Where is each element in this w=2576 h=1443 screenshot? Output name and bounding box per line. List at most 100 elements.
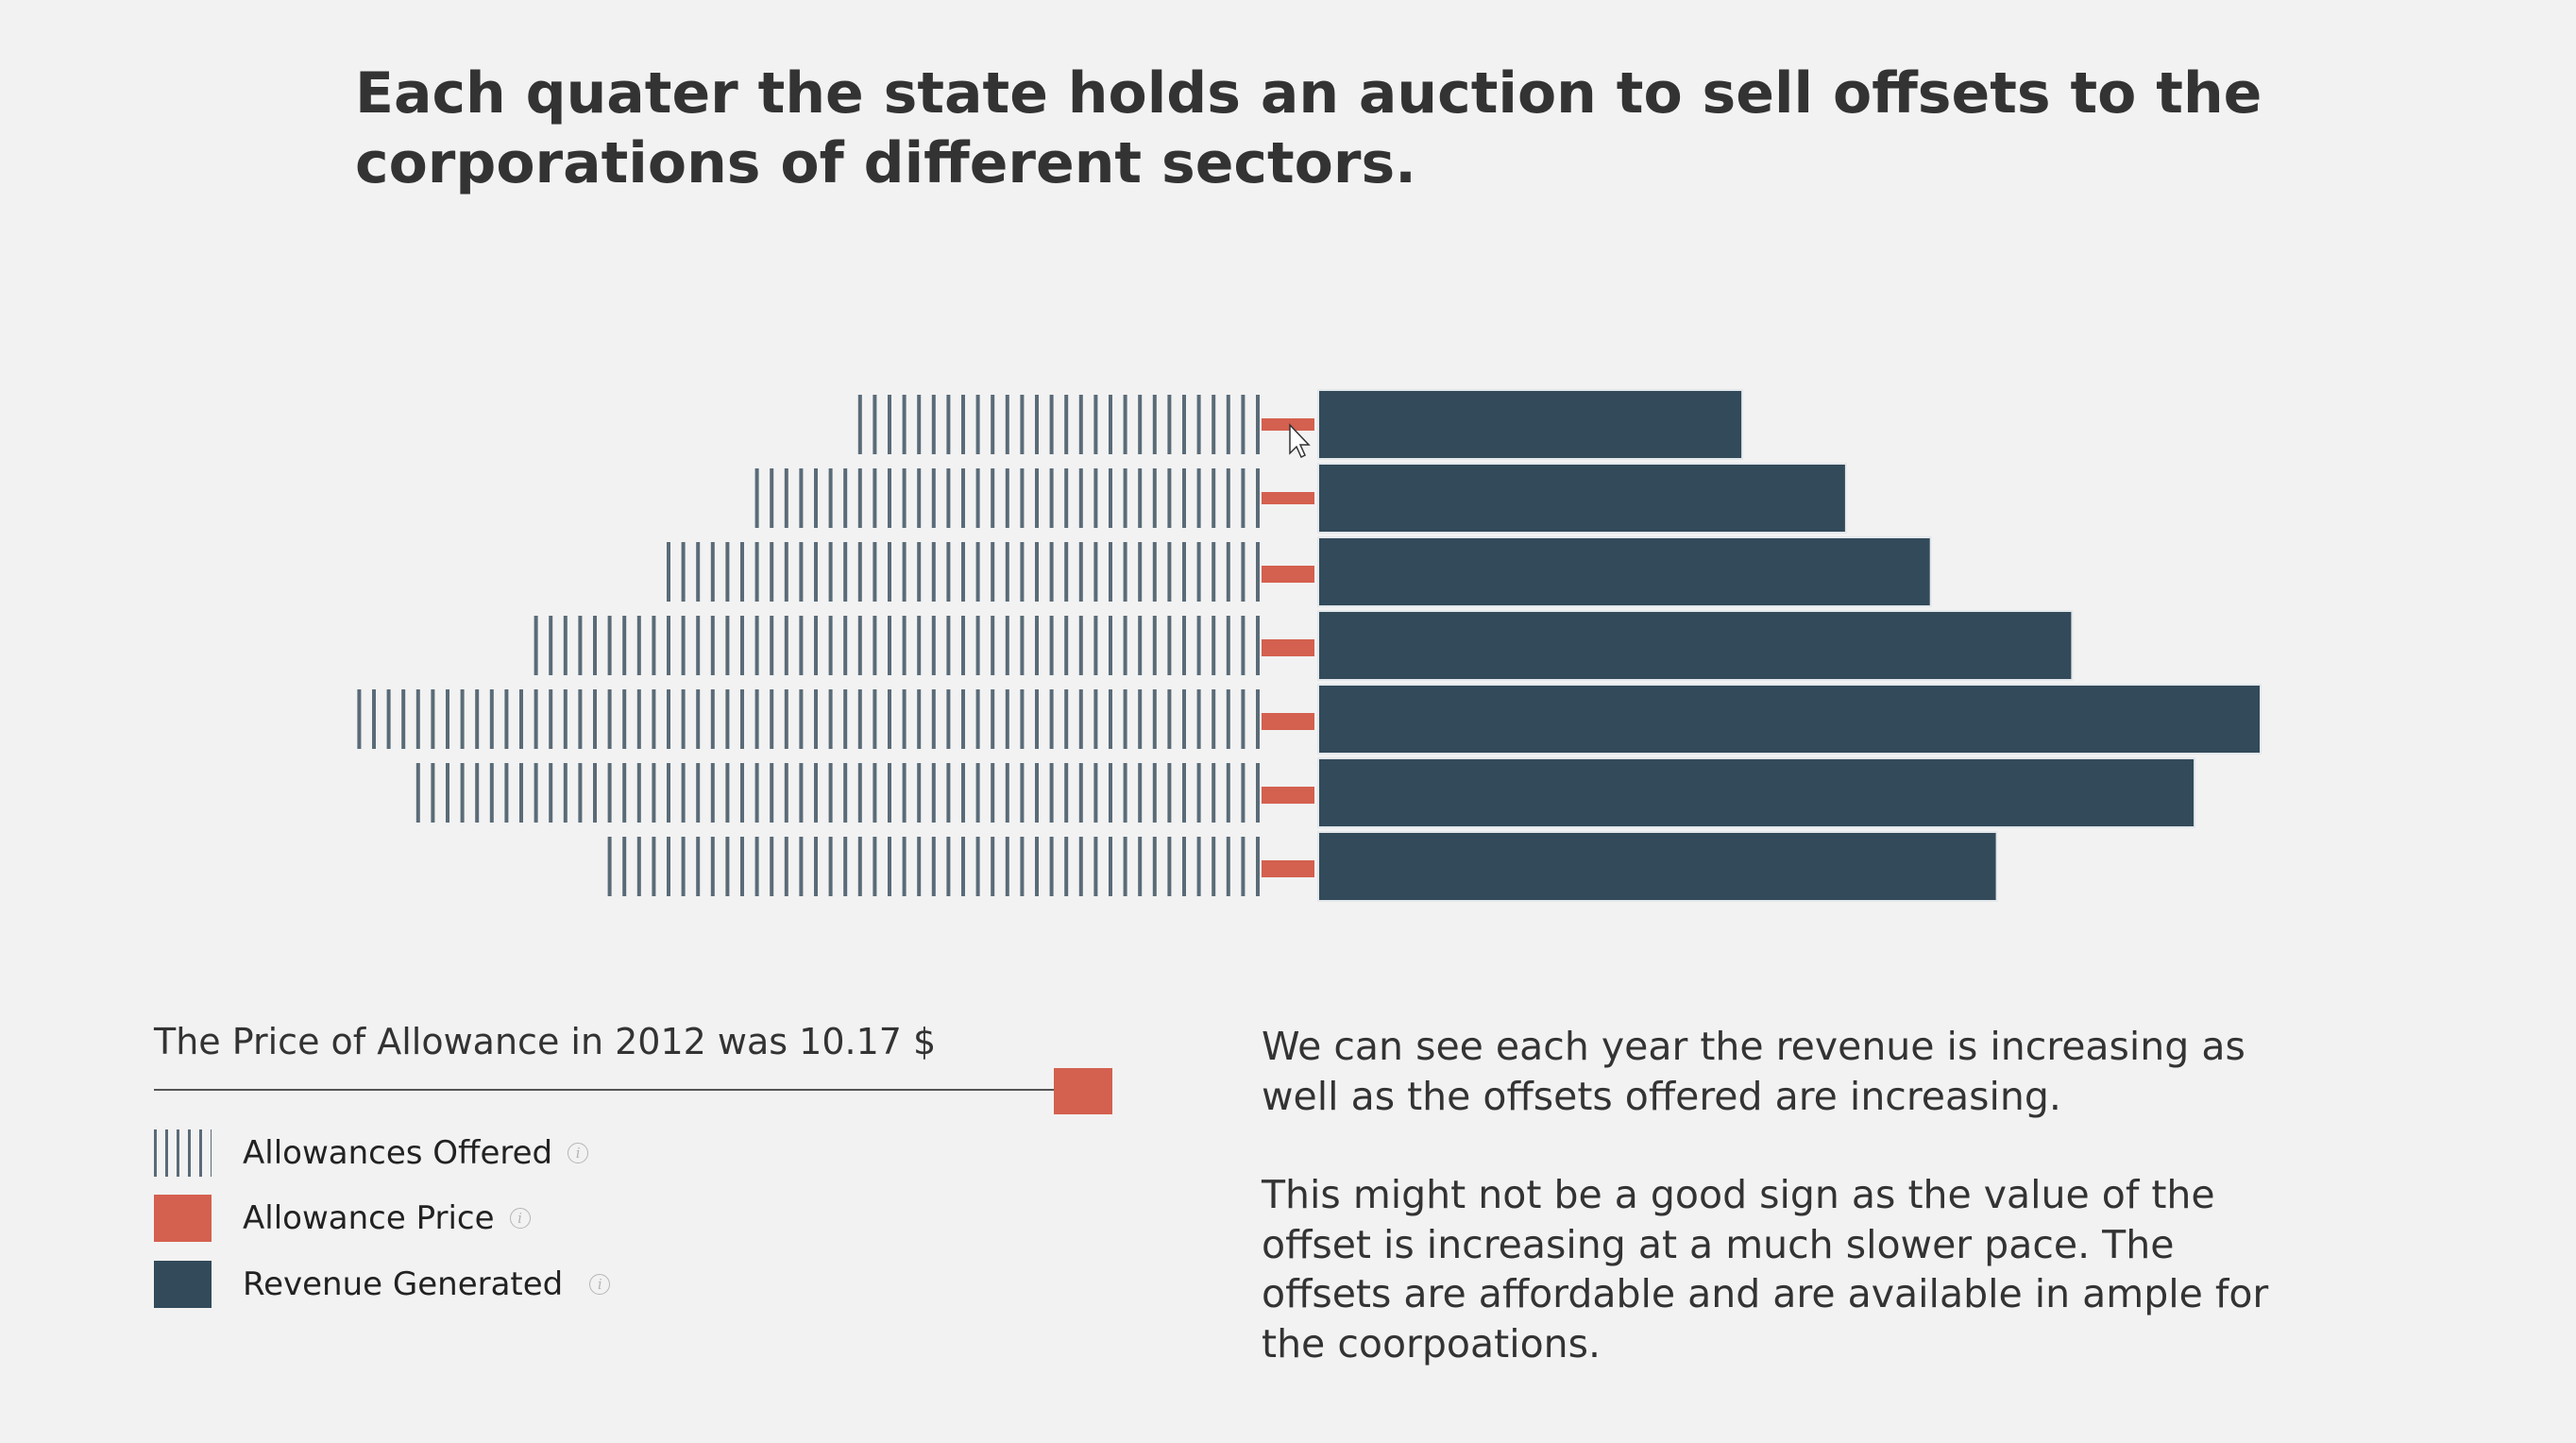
- allowance-line-mark: [475, 689, 480, 749]
- allowance-line-mark: [1167, 837, 1172, 896]
- revenue-bar[interactable]: [1317, 684, 2262, 755]
- allowance-line-mark: [1049, 763, 1054, 823]
- allowance-line-mark: [917, 616, 922, 675]
- allowance-line-mark: [1226, 689, 1230, 749]
- allowance-line-mark: [1049, 837, 1054, 896]
- allowance-line-mark: [1064, 468, 1069, 528]
- allowance-line-mark: [1256, 689, 1260, 749]
- allowance-line-mark: [888, 689, 891, 749]
- allowance-line-mark: [1049, 689, 1054, 749]
- revenue-bar[interactable]: [1317, 831, 1998, 902]
- allowance-line-mark: [1064, 616, 1069, 675]
- allowance-line-mark: [1093, 837, 1098, 896]
- price-mark: [1262, 492, 1314, 504]
- allowance-line-mark: [975, 616, 980, 675]
- allowance-line-mark: [1093, 616, 1098, 675]
- allowance-line-mark: [1167, 763, 1172, 823]
- revenue-bar[interactable]: [1317, 610, 2074, 681]
- mouse-cursor-icon: [1289, 423, 1311, 459]
- allowance-line-mark: [1138, 837, 1143, 896]
- allowance-line-mark: [991, 468, 995, 528]
- info-icon[interactable]: i: [568, 1143, 589, 1163]
- headline: Each quater the state holds an auction t…: [355, 60, 2262, 196]
- info-icon[interactable]: i: [589, 1274, 611, 1295]
- allowance-line-mark: [710, 837, 715, 896]
- allowance-line-mark: [1109, 689, 1112, 749]
- allowance-line-mark: [1256, 468, 1260, 528]
- allowance-line-mark: [770, 468, 774, 528]
- chart-row[interactable]: [357, 684, 2262, 755]
- allowance-line-mark: [652, 837, 656, 896]
- allowance-line-mark: [1064, 763, 1069, 823]
- allowance-line-mark: [563, 689, 568, 749]
- allowance-line-mark: [636, 689, 641, 749]
- allowance-line-mark: [681, 542, 686, 602]
- allowance-line-mark: [1064, 837, 1069, 896]
- allowance-line-mark: [1167, 616, 1172, 675]
- allowance-line-mark: [652, 763, 656, 823]
- allowance-line-mark: [991, 763, 995, 823]
- allowance-line-mark: [1212, 542, 1216, 602]
- chart-row[interactable]: [857, 389, 1744, 460]
- allowance-line-mark: [799, 689, 804, 749]
- allowance-line-mark: [710, 542, 715, 602]
- allowance-line-mark: [1167, 395, 1172, 454]
- allowance-line-mark: [857, 763, 862, 823]
- year-slider-thumb[interactable]: [1054, 1068, 1112, 1114]
- allowance-line-mark: [1167, 468, 1172, 528]
- allowance-line-mark: [1035, 542, 1039, 602]
- allowance-line-mark: [843, 468, 848, 528]
- allowance-line-mark: [607, 837, 612, 896]
- allowance-line-mark: [446, 763, 449, 823]
- allowance-line-mark: [931, 542, 936, 602]
- revenue-bar[interactable]: [1317, 389, 1744, 460]
- allowance-line-mark: [1226, 616, 1230, 675]
- allowance-line-mark: [1241, 542, 1246, 602]
- allowance-line-mark: [401, 689, 406, 749]
- allowance-line-mark: [770, 542, 774, 602]
- allowance-line-mark: [946, 395, 951, 454]
- allowance-line-mark: [1020, 763, 1025, 823]
- allowance-line-mark: [991, 689, 995, 749]
- info-icon[interactable]: i: [509, 1208, 531, 1229]
- allowance-line-mark: [873, 395, 877, 454]
- allowance-line-mark: [754, 616, 759, 675]
- allowance-line-mark: [754, 763, 759, 823]
- chart-row[interactable]: [534, 610, 2074, 681]
- chart-row[interactable]: [415, 757, 2196, 828]
- revenue-bar[interactable]: [1317, 463, 1847, 534]
- allowance-line-mark: [1005, 468, 1009, 528]
- allowance-line-mark: [725, 616, 730, 675]
- allowance-line-mark: [799, 837, 804, 896]
- chart-row[interactable]: [667, 536, 1932, 607]
- allowance-line-mark: [504, 689, 509, 749]
- allowance-line-mark: [961, 542, 965, 602]
- allowance-line-mark: [843, 542, 848, 602]
- revenue-bar[interactable]: [1317, 536, 1932, 607]
- allowance-line-mark: [931, 689, 936, 749]
- allowance-line-mark: [991, 542, 995, 602]
- allowance-line-mark: [931, 616, 936, 675]
- allowance-line-mark: [1256, 395, 1260, 454]
- allowance-line-mark: [1020, 689, 1025, 749]
- allowance-line-mark: [888, 616, 891, 675]
- allowance-line-mark: [991, 837, 995, 896]
- allowance-line-mark: [489, 689, 494, 749]
- allowance-line-mark: [961, 837, 965, 896]
- allowance-line-mark: [1138, 689, 1143, 749]
- chart-row[interactable]: [754, 463, 1847, 534]
- allowance-line-mark: [975, 837, 980, 896]
- allowance-line-mark: [1020, 542, 1025, 602]
- allowance-line-mark: [1064, 395, 1069, 454]
- allowance-line-mark: [1035, 689, 1039, 749]
- slider-caption: The Price of Allowance in 2012 was 10.17…: [154, 1021, 937, 1062]
- allowance-line-mark: [1109, 468, 1112, 528]
- allowance-line-mark: [1123, 763, 1127, 823]
- year-slider-track[interactable]: [154, 1089, 1112, 1091]
- allowance-line-mark: [1212, 837, 1216, 896]
- allowance-line-mark: [725, 689, 730, 749]
- revenue-bar[interactable]: [1317, 757, 2196, 828]
- allowance-line-mark: [1035, 837, 1039, 896]
- chart-row[interactable]: [607, 831, 1998, 902]
